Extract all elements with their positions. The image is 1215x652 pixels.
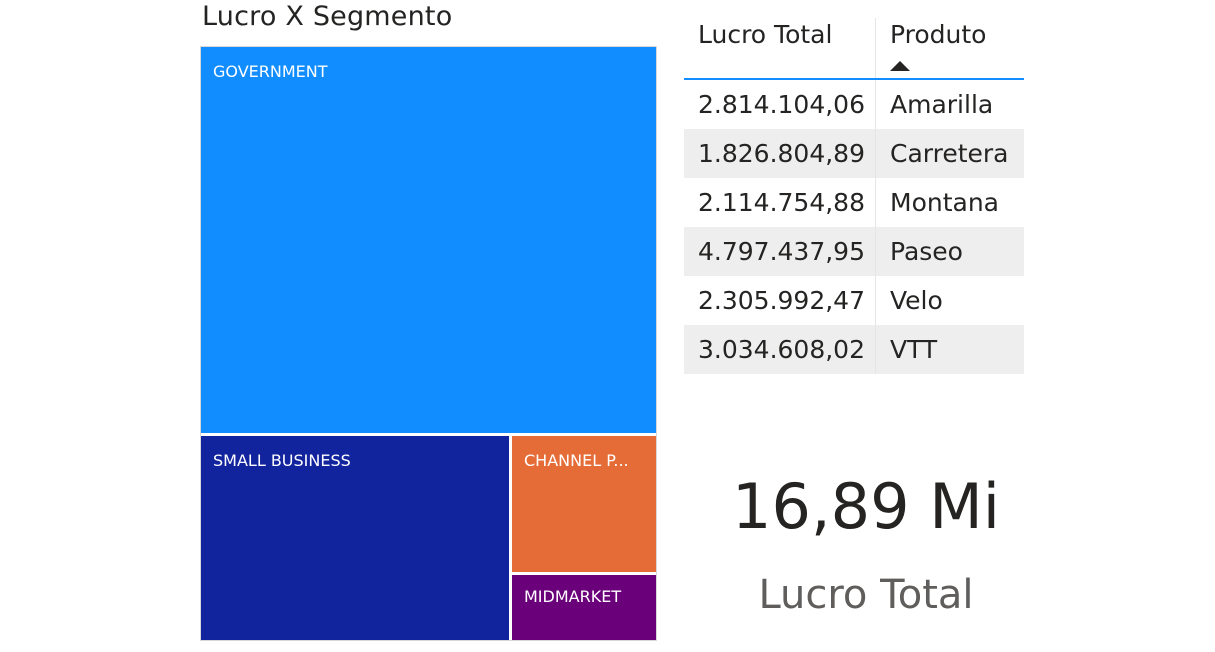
treemap-tile-government[interactable]: GOVERNMENT (201, 47, 656, 433)
column-divider (875, 129, 876, 178)
cell-lucro-total: 3.034.608,02 (698, 335, 865, 364)
column-divider (875, 227, 876, 276)
column-divider (875, 18, 876, 78)
column-divider (875, 178, 876, 227)
treemap-tile-channel-partners[interactable]: CHANNEL P... (512, 436, 656, 572)
cell-lucro-total: 4.797.437,95 (698, 237, 865, 266)
treemap-chart[interactable]: GOVERNMENT SMALL BUSINESS CHANNEL P... M… (200, 46, 657, 641)
cell-produto: Velo (890, 286, 943, 315)
column-header-lucro-total[interactable]: Lucro Total (698, 20, 833, 49)
cell-produto: Montana (890, 188, 999, 217)
cell-produto: VTT (890, 335, 938, 364)
treemap-tile-label: SMALL BUSINESS (213, 451, 351, 470)
treemap-tile-midmarket[interactable]: MIDMARKET (512, 575, 656, 640)
table-row[interactable]: 2.814.104,06 Amarilla (684, 80, 1024, 129)
table-row[interactable]: 4.797.437,95 Paseo (684, 227, 1024, 276)
table-row[interactable]: 3.034.608,02 VTT (684, 325, 1024, 374)
cell-lucro-total: 1.826.804,89 (698, 139, 865, 168)
column-header-produto[interactable]: Produto (890, 20, 987, 49)
treemap-tile-small-business[interactable]: SMALL BUSINESS (201, 436, 509, 640)
treemap-tile-label: MIDMARKET (524, 587, 622, 606)
sort-ascending-icon[interactable] (890, 61, 910, 71)
cell-lucro-total: 2.114.754,88 (698, 188, 865, 217)
cell-produto: Amarilla (890, 90, 994, 119)
card-value: 16,89 Mi (732, 470, 1000, 543)
table-header: Lucro Total Produto (684, 18, 1024, 80)
table-row[interactable]: 2.305.992,47 Velo (684, 276, 1024, 325)
treemap-title: Lucro X Segmento (202, 1, 453, 32)
table-row[interactable]: 1.826.804,89 Carretera (684, 129, 1024, 178)
cell-produto: Paseo (890, 237, 963, 266)
treemap-tile-label: CHANNEL P... (524, 451, 629, 470)
column-divider (875, 80, 876, 129)
column-divider (875, 325, 876, 374)
table-body: 2.814.104,06 Amarilla 1.826.804,89 Carreter… (684, 80, 1024, 374)
table-row[interactable]: 2.114.754,88 Montana (684, 178, 1024, 227)
cell-lucro-total: 2.305.992,47 (698, 286, 865, 315)
cell-produto: Carretera (890, 139, 1009, 168)
column-divider (875, 276, 876, 325)
treemap-tile-label: GOVERNMENT (213, 62, 328, 81)
profit-by-product-table: Lucro Total Produto 2.814.104,06 Amarilla… (684, 18, 1024, 374)
card-label: Lucro Total (758, 572, 974, 618)
cell-lucro-total: 2.814.104,06 (698, 90, 865, 119)
